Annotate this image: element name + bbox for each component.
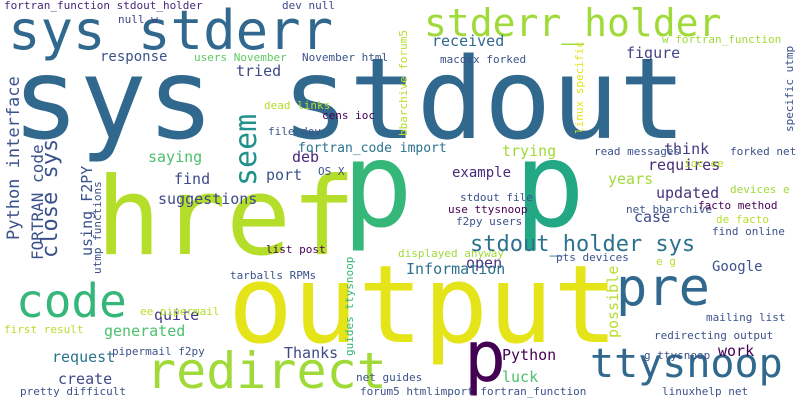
word: output — [228, 243, 619, 368]
word: fortran_code import — [298, 141, 447, 156]
word: bbarchive forum5 — [397, 30, 410, 136]
word: Python — [502, 346, 557, 364]
word: pre — [616, 258, 710, 318]
word: quite — [154, 306, 200, 324]
word: seem — [229, 113, 264, 186]
word: redirecting output — [654, 329, 774, 342]
word: dev null — [282, 0, 335, 12]
word: code — [16, 274, 127, 328]
word: pretty difficult — [20, 385, 126, 398]
word: stdout file — [460, 191, 533, 204]
word: FORTRAN code — [28, 144, 47, 260]
word: stderr_holder — [424, 1, 722, 45]
word: saying — [148, 148, 203, 166]
word: years — [608, 170, 654, 188]
word: cens ioc — [322, 109, 375, 122]
word: Python interface — [4, 76, 24, 240]
word: list post — [266, 243, 326, 256]
word: net guides — [356, 371, 423, 384]
word: port — [266, 166, 303, 184]
word: import fortran_function — [434, 385, 587, 398]
word: luck — [502, 368, 539, 386]
word: first result — [4, 323, 84, 336]
word: w fortran_function — [662, 33, 782, 46]
word: e g — [656, 255, 676, 268]
word: received — [432, 32, 505, 50]
word: p — [464, 316, 507, 398]
word: linux specific — [573, 41, 586, 134]
word: utmp functions — [91, 181, 104, 274]
word: pipermail f2py — [112, 345, 205, 358]
word: ttysnoop — [590, 341, 783, 387]
word: suggestions — [158, 190, 258, 208]
word: forked net — [730, 145, 797, 158]
word: request — [52, 348, 116, 366]
word: ee pipermail — [140, 305, 220, 318]
word: displayed anyway — [398, 247, 504, 260]
word: updated — [656, 184, 720, 202]
word: tarballs RPMs — [230, 269, 317, 282]
word: response — [100, 49, 168, 65]
word: find online — [712, 225, 785, 238]
word: Google — [712, 259, 763, 275]
word: trying — [502, 142, 557, 160]
word: p — [342, 116, 414, 254]
word: de facto — [716, 213, 769, 226]
word: sys stderr — [8, 0, 334, 62]
word: devices e — [730, 183, 790, 196]
word: users November — [194, 51, 287, 64]
word: generated — [104, 322, 186, 340]
word: g ttysnoop — [644, 349, 711, 362]
word: p — [514, 116, 586, 254]
word: href — [96, 155, 357, 280]
word: net bbarchive — [626, 203, 713, 216]
word: Thanks — [284, 344, 339, 362]
word: deb — [292, 148, 320, 166]
word: figure — [626, 44, 681, 62]
word: case — [634, 208, 671, 226]
word: sys stdout — [12, 35, 687, 165]
word: specific utmp — [783, 45, 796, 132]
word: stdout_holder sys — [470, 232, 696, 257]
word: Information — [406, 260, 506, 278]
word: create — [58, 370, 113, 388]
word: macosx forked — [440, 53, 527, 66]
word: use ttysnoop — [448, 203, 528, 216]
word: open — [466, 254, 503, 272]
word: November html — [302, 51, 389, 64]
word: ioc ee — [684, 157, 724, 170]
word: possible — [604, 265, 622, 338]
word: file dev — [268, 125, 321, 138]
word: read messages — [594, 145, 681, 158]
word: think — [664, 140, 710, 158]
word: requires — [648, 156, 721, 174]
word: pts devices — [556, 251, 629, 264]
word: redirect — [146, 342, 387, 400]
word: dead links — [264, 99, 331, 112]
word: null w — [118, 13, 158, 26]
word: facto method — [698, 199, 778, 212]
word: f2py users — [456, 215, 523, 228]
word: forum5 html — [360, 385, 433, 398]
word: tried — [236, 62, 282, 80]
word: guides ttysnoop — [343, 256, 356, 356]
word: linuxhelp net — [662, 385, 749, 398]
word: work — [718, 342, 755, 360]
word: fortran_function stdout_holder — [4, 0, 203, 12]
word: example — [452, 165, 512, 181]
word: mailing list — [706, 311, 786, 324]
word: find — [174, 170, 211, 188]
word: OS X — [318, 165, 345, 178]
